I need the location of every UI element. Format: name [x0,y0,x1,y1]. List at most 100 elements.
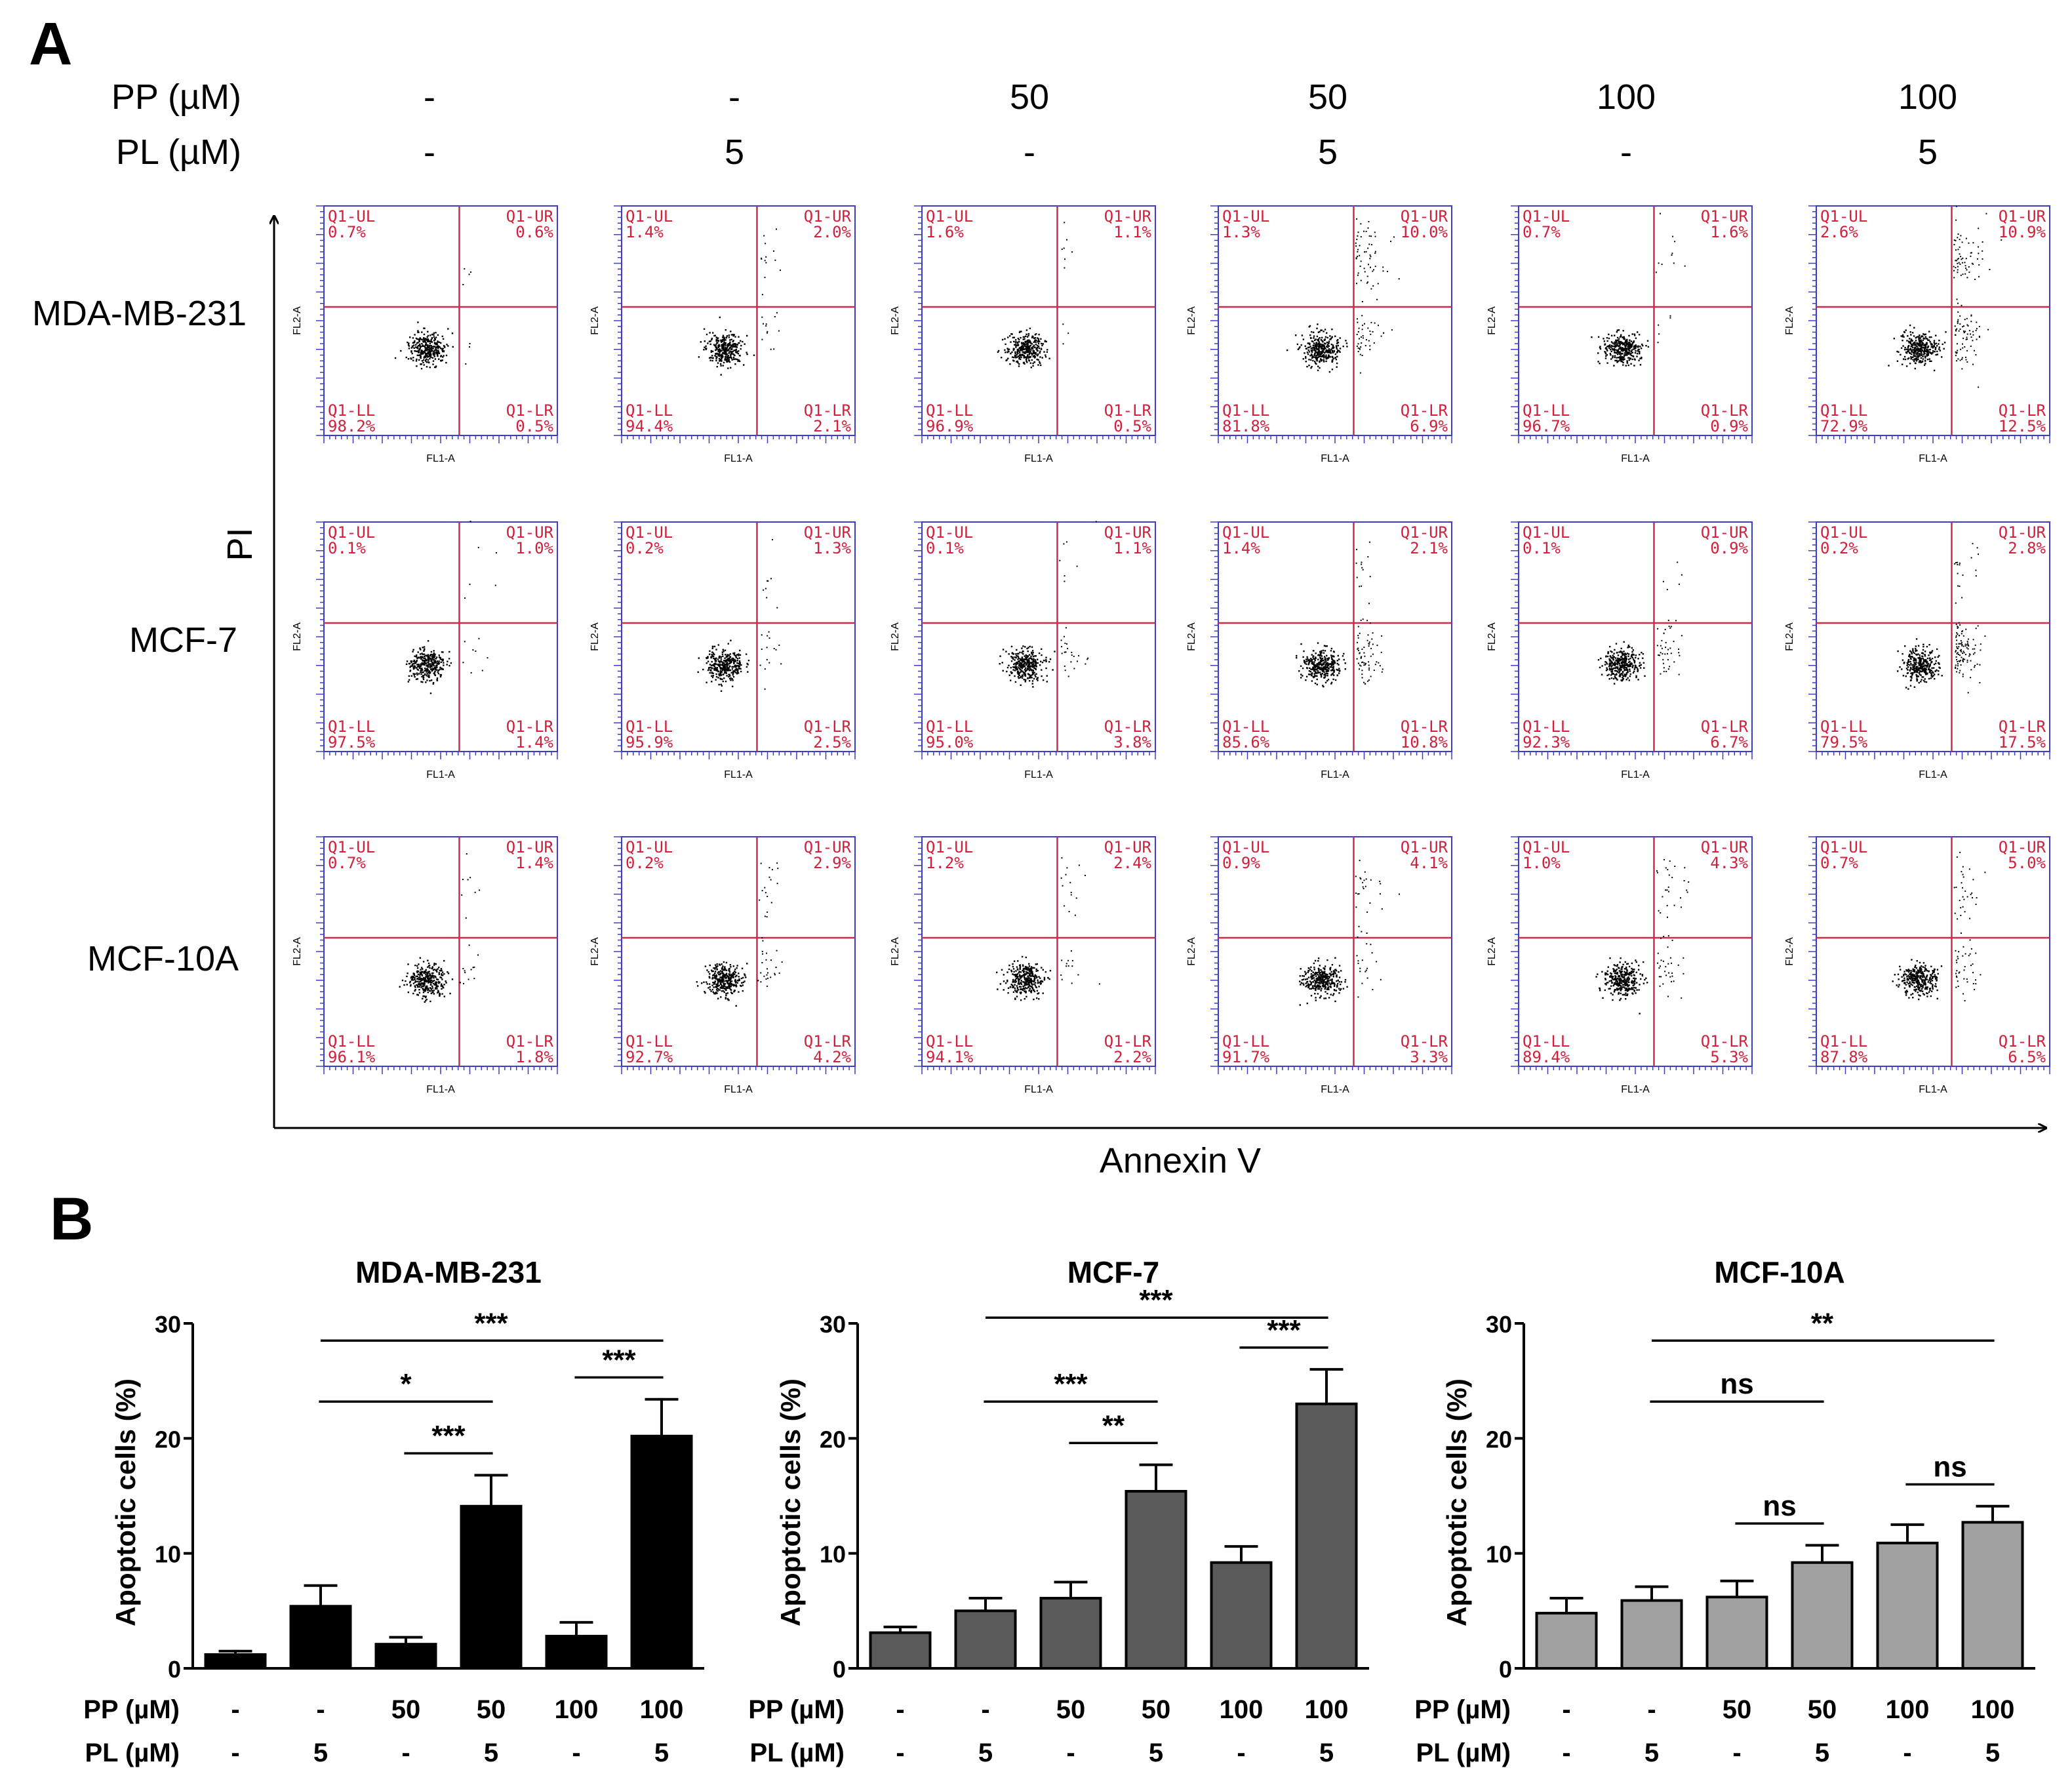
quadrant-name-ll: Q1-LL [626,401,673,420]
plot-y-label: FL2-A [1486,937,1498,966]
quadrant-value-ur: 2.1% [1410,539,1448,557]
flow-cytometry-grid: Q1-UL0.7%Q1-UR0.6%Q1-LL98.2%Q1-LR0.5%FL1… [292,205,2050,1095]
quadrant-name-ul: Q1-UL [1820,838,1867,856]
quadrant-name-lr: Q1-LR [1401,1032,1448,1051]
bar [1039,1597,1102,1670]
cell-line-label: MCF-7 [129,620,237,660]
bar-chart: MCF-7 0 10 20 30 Apoptotic cells (%) - - - 5 50 - 50… [748,1255,1369,1767]
quadrant-name-ur: Q1-UR [804,207,852,226]
plot-x-label: FL1-A [1024,1084,1053,1095]
bar-chart: MDA-MB-231 0 10 20 30 Apoptotic cells (%) - - - 5… [83,1255,704,1767]
plot-frame [1518,521,1753,752]
category-pl: 5 [1644,1739,1659,1767]
pi-axis-label: PI [220,527,260,561]
cell-line-label: MCF-10A [87,939,239,978]
quadrant-name-ur: Q1-UR [506,207,554,226]
quadrant-name-ur: Q1-UR [1999,838,2046,856]
category-pp: 100 [1886,1695,1930,1724]
bar [1705,1596,1768,1670]
quadrant-name-ur: Q1-UR [1104,207,1152,226]
quadrant-value-ul: 0.7% [1523,223,1561,241]
quadrant-value-ul: 1.3% [1222,223,1260,241]
category-pp: 50 [477,1695,506,1724]
y-tick-label: 0 [833,1656,846,1683]
plot-y-label: FL2-A [1784,937,1795,966]
category-pl: 5 [1319,1739,1334,1767]
category-pl: - [1562,1739,1570,1767]
quadrant-value-ll: 72.9% [1820,417,1868,435]
quadrant-value-ll: 96.7% [1523,417,1570,435]
plot-frame [1816,521,2050,752]
category-pl: 5 [313,1739,328,1767]
pp-row-label: PP (µM) [83,1695,180,1724]
significance-label: *** [474,1307,508,1339]
quadrant-name-ul: Q1-UL [926,838,973,856]
quadrant-name-ul: Q1-UL [1222,838,1269,856]
quadrant-value-ul: 0.1% [1523,539,1561,557]
category-pl: - [401,1739,410,1767]
plot-frame [921,521,1156,752]
bar [374,1643,437,1670]
significance-label: ns [1763,1490,1796,1522]
quadrant-name-lr: Q1-LR [506,401,554,420]
bar [289,1605,352,1670]
quadrant-name-lr: Q1-LR [804,1032,852,1051]
quadrant-value-ll: 97.5% [328,733,376,752]
pp-value: 50 [1010,77,1049,117]
quadrant-name-ul: Q1-UL [626,207,673,226]
plot-y-label: FL2-A [589,306,601,335]
quadrant-name-ur: Q1-UR [804,838,852,856]
y-tick-label: 30 [155,1311,181,1338]
category-pp: 100 [1220,1695,1264,1724]
y-tick-label: 0 [168,1656,181,1683]
plot-x-label: FL1-A [1321,453,1349,464]
quadrant-name-ul: Q1-UL [1820,207,1867,226]
category-pp: - [1562,1695,1570,1724]
plot-y-label: FL2-A [292,937,303,966]
plot-y-label: FL2-A [589,937,601,966]
quadrant-value-ul: 0.1% [926,539,964,557]
quadrant-name-lr: Q1-LR [1401,401,1448,420]
quadrant-value-lr: 6.9% [1410,417,1448,435]
quadrant-name-lr: Q1-LR [1701,717,1749,736]
chart-title: MDA-MB-231 [355,1255,542,1289]
quadrant-name-ur: Q1-UR [1701,523,1749,542]
quadrant-name-ur: Q1-UR [506,838,554,856]
quadrant-name-lr: Q1-LR [1999,401,2046,420]
annexin-axis-label: Annexin V [1100,1141,1261,1180]
plot-y-label: FL2-A [1186,306,1197,335]
significance-label: *** [1054,1368,1088,1400]
plot-x-label: FL1-A [426,453,455,464]
quadrant-value-lr: 4.2% [813,1048,851,1066]
quadrant-name-ll: Q1-LL [1222,1032,1269,1051]
significance-label: * [400,1368,412,1400]
quadrant-value-ul: 2.6% [1820,223,1858,241]
plot-x-label: FL1-A [1919,453,1947,464]
quadrant-name-ur: Q1-UR [1999,207,2046,226]
quadrant-value-ll: 89.4% [1523,1048,1570,1066]
category-pl: - [896,1739,904,1767]
quadrant-value-ur: 2.4% [1113,854,1151,872]
quadrant-name-ll: Q1-LL [1523,401,1570,420]
quadrant-value-ul: 0.2% [1820,539,1858,557]
quadrant-name-ur: Q1-UR [1701,207,1749,226]
quadrant-name-ul: Q1-UL [328,523,375,542]
quadrant-name-ll: Q1-LL [328,717,375,736]
plot-frame [921,836,1156,1067]
plot-y-label: FL2-A [1486,306,1498,335]
event-dots [399,853,481,1003]
quadrant-value-lr: 0.9% [1710,417,1748,435]
quadrant-name-lr: Q1-LR [506,717,554,736]
quadrant-value-lr: 5.3% [1710,1048,1748,1066]
plot-x-label: FL1-A [426,769,455,780]
significance-label: ns [1720,1368,1753,1400]
pl-value: - [424,132,435,172]
y-tick-label: 30 [1486,1311,1512,1338]
